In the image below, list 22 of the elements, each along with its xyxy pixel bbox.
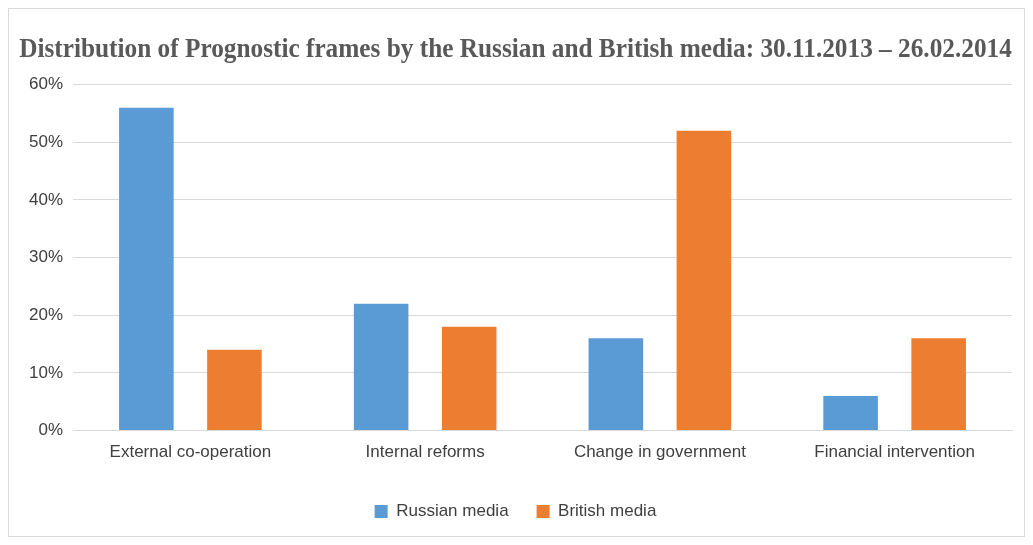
x-tick-label: Financial intervention: [814, 442, 975, 462]
y-tick-label: 30%: [28, 247, 64, 267]
y-tick-label: 50%: [28, 131, 64, 151]
bar: [823, 396, 878, 431]
chart-title: Distribution of Prognostic frames by the Russian and British media: 30.11.2013 – 26.02.2014: [19, 31, 1012, 64]
y-tick-label: 0%: [38, 420, 64, 440]
y-tick-label: 10%: [28, 362, 64, 382]
bar: [441, 326, 497, 431]
bar: [911, 338, 966, 431]
x-tick-label: Internal reforms: [365, 442, 485, 462]
bar: [676, 130, 732, 431]
legend-label: Russian media: [396, 501, 510, 521]
y-tick-label: 20%: [28, 304, 64, 324]
y-tick-label: 40%: [28, 189, 64, 209]
legend-label: British media: [558, 501, 657, 521]
x-tick-label: Change in government: [573, 442, 747, 462]
y-tick-label: 60%: [28, 74, 64, 94]
bar: [353, 303, 409, 431]
bar: [588, 338, 644, 431]
x-tick-label: External co-operation: [109, 442, 272, 462]
bar: [207, 349, 262, 431]
bar: [119, 107, 174, 431]
